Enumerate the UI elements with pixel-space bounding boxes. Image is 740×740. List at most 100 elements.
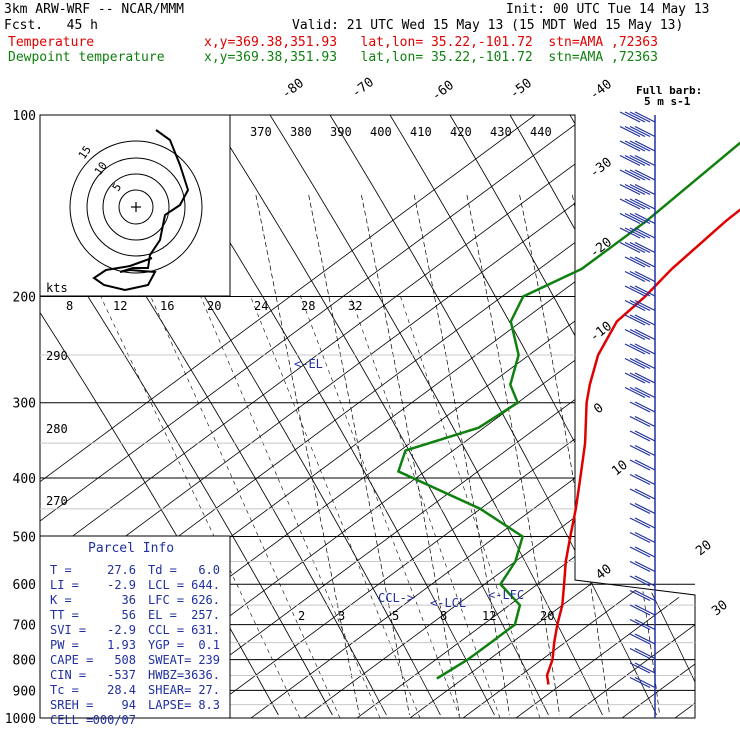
dry-adiabat-line bbox=[40, 115, 333, 716]
wind-barb bbox=[634, 343, 656, 355]
wind-barb bbox=[629, 633, 651, 645]
mixing-ratio-label: 8 bbox=[66, 299, 73, 313]
wind-barb bbox=[634, 357, 656, 370]
level-marker-label: <-EL bbox=[294, 357, 323, 371]
dry-adiabat-line bbox=[269, 115, 603, 716]
wind-barb bbox=[629, 647, 651, 660]
wind-barb bbox=[629, 589, 651, 602]
hodograph-ring bbox=[118, 189, 154, 225]
mixing-ratio-line bbox=[249, 294, 421, 718]
wind-barb bbox=[629, 183, 651, 196]
wind-barb bbox=[629, 357, 651, 370]
pressure-tick-label: 200 bbox=[13, 291, 36, 306]
hodograph-ring bbox=[86, 157, 186, 257]
parcel-info-cell: YGP = bbox=[148, 638, 184, 652]
wind-barb bbox=[624, 256, 646, 268]
mixing-ratio-line bbox=[299, 294, 461, 718]
wind-barb bbox=[619, 212, 641, 225]
wind-barb bbox=[619, 111, 641, 123]
wind-barb bbox=[634, 140, 656, 152]
parcel-info-cell: 631. bbox=[191, 623, 220, 637]
isotherm-line bbox=[316, 115, 695, 718]
parcel-info-cell: SHEAR= bbox=[148, 683, 191, 697]
moist-adiabat-line bbox=[413, 194, 510, 716]
isotherm-label: 20 bbox=[693, 538, 715, 559]
parcel-info-cell: T = bbox=[50, 563, 72, 577]
theta-label: 410 bbox=[410, 125, 432, 139]
parcel-info-cell: 000/07 bbox=[93, 713, 136, 727]
wind-barb bbox=[634, 386, 656, 399]
parcel-info-cell: 257. bbox=[191, 608, 220, 622]
temperature-legend: Temperature bbox=[8, 35, 95, 50]
parcel-info-cell: LI = bbox=[50, 578, 79, 592]
wind-barb bbox=[629, 386, 651, 399]
wind-barb bbox=[629, 401, 651, 413]
parcel-info-cell: 56 bbox=[122, 608, 136, 622]
isotherm-line bbox=[528, 115, 695, 718]
init-time: Init: 00 UTC Tue 14 May 13 bbox=[506, 2, 710, 17]
wind-barb bbox=[634, 662, 656, 674]
wind-barb bbox=[629, 618, 651, 631]
parcel-info-cell: -2.9 bbox=[107, 578, 136, 592]
wind-barb bbox=[629, 372, 651, 384]
wind-barb bbox=[624, 183, 646, 196]
wind-barb bbox=[634, 285, 656, 297]
level-marker-label: <-LFC bbox=[488, 588, 524, 602]
wind-barb bbox=[634, 314, 656, 326]
wind-barb bbox=[629, 560, 651, 573]
mixing-ratio-line bbox=[99, 294, 301, 718]
parcel-info-box bbox=[39, 535, 231, 719]
wind-barb bbox=[624, 343, 646, 355]
wind-barb bbox=[629, 473, 651, 486]
parcel-info-cell: 6.0 bbox=[198, 563, 220, 577]
wind-barb bbox=[629, 415, 651, 428]
parcel-info-cell: LAPSE= bbox=[148, 698, 191, 712]
pressure-tick-label: 400 bbox=[13, 472, 36, 487]
wind-barb bbox=[624, 386, 646, 399]
wind-barb bbox=[629, 575, 651, 587]
wind-barb bbox=[629, 676, 651, 689]
wind-barb bbox=[629, 546, 651, 558]
wind-barb bbox=[634, 618, 656, 631]
wind-barb bbox=[629, 459, 651, 471]
mixing-ratio-label: 3 bbox=[338, 609, 345, 623]
parcel-info-cell: 8.3 bbox=[198, 698, 220, 712]
wind-barb bbox=[629, 604, 651, 616]
wind-barb bbox=[624, 227, 646, 239]
mixing-ratio-label: 28 bbox=[301, 299, 315, 313]
theta-label: 440 bbox=[530, 125, 552, 139]
wind-barb bbox=[624, 314, 646, 326]
wind-barb bbox=[634, 546, 656, 558]
isotherm-label: -20 bbox=[587, 235, 615, 261]
wind-barb bbox=[634, 241, 656, 254]
wind-barb bbox=[629, 256, 651, 268]
model-title: 3km ARW-WRF -- NCAR/MMM bbox=[4, 2, 185, 17]
isotherm-label: -80 bbox=[279, 76, 307, 102]
wind-barb bbox=[624, 154, 646, 167]
wind-barb bbox=[634, 198, 656, 210]
mixing-ratio-label: 8 bbox=[440, 609, 447, 623]
wind-barb bbox=[629, 125, 651, 138]
wind-barb bbox=[624, 299, 646, 312]
parcel-info-cell: K = bbox=[50, 593, 72, 607]
parcel-info-cell: LFC = bbox=[148, 593, 184, 607]
wind-barb bbox=[634, 560, 656, 573]
mixing-ratio-line bbox=[399, 294, 541, 718]
parcel-info-cell: SVI = bbox=[50, 623, 86, 637]
pressure-tick-label: 800 bbox=[13, 654, 36, 669]
wind-barb bbox=[634, 169, 656, 181]
parcel-info-cell: SWEAT= bbox=[148, 653, 191, 667]
isotherm-label: 30 bbox=[709, 598, 731, 619]
wind-barb bbox=[619, 125, 641, 138]
parcel-info-cell: Tc = bbox=[50, 683, 79, 697]
wind-barb bbox=[629, 111, 651, 123]
wind-barb bbox=[634, 227, 656, 239]
dewpoint-curve bbox=[396, 141, 740, 680]
hodograph-ring bbox=[102, 173, 170, 241]
pressure-tick-label: 700 bbox=[13, 619, 36, 634]
parcel-info-cell: 0.1 bbox=[198, 638, 220, 652]
isotherm-line bbox=[104, 115, 695, 718]
pressure-tick-label: 600 bbox=[13, 578, 36, 593]
forecast-hour: Fcst. 45 h bbox=[4, 18, 98, 33]
